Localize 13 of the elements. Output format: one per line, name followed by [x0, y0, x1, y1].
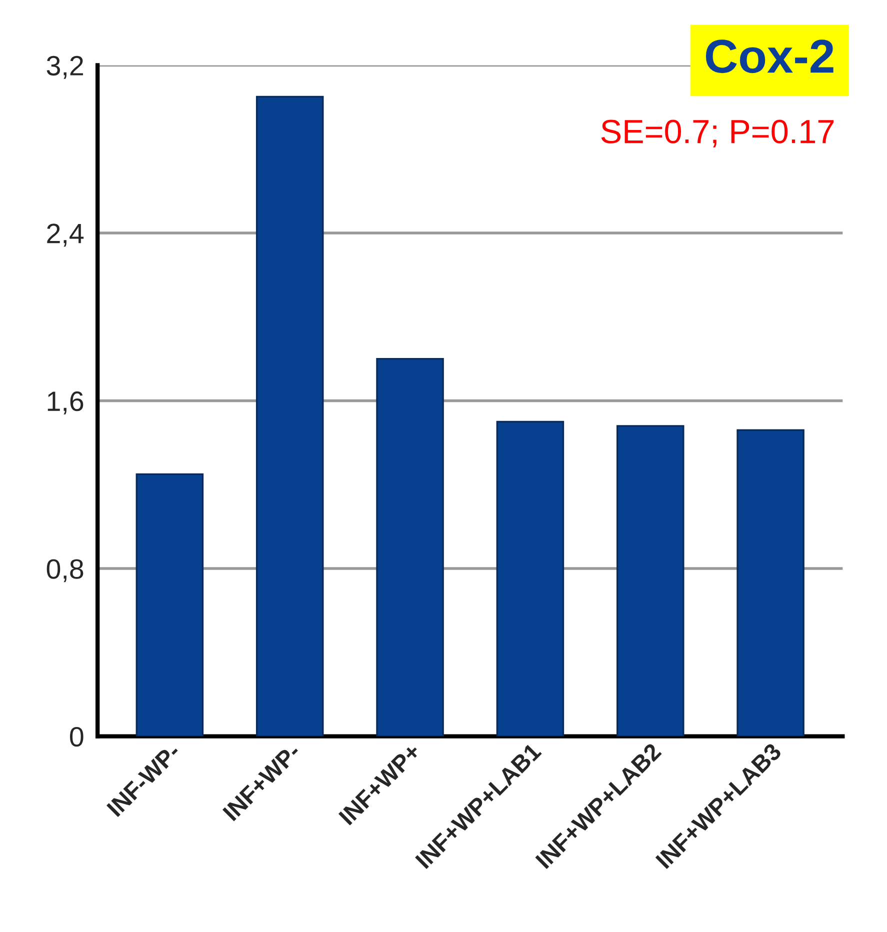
bar: [496, 420, 564, 736]
annotation: SE=0.7; P=0.17: [601, 120, 834, 148]
bar: [376, 358, 444, 736]
y-tick-label: 2,4: [47, 224, 84, 247]
y-tick-label: 1,6: [48, 391, 84, 414]
y-tick-label: 0: [70, 726, 84, 747]
bar: [736, 429, 804, 736]
y-tick-label: 3,2: [46, 56, 83, 79]
chart-title: Cox-2: [706, 40, 834, 74]
bar: [616, 425, 684, 736]
y-tick-label: 0,8: [46, 559, 84, 582]
bar: [256, 96, 324, 736]
bar: [136, 473, 204, 736]
